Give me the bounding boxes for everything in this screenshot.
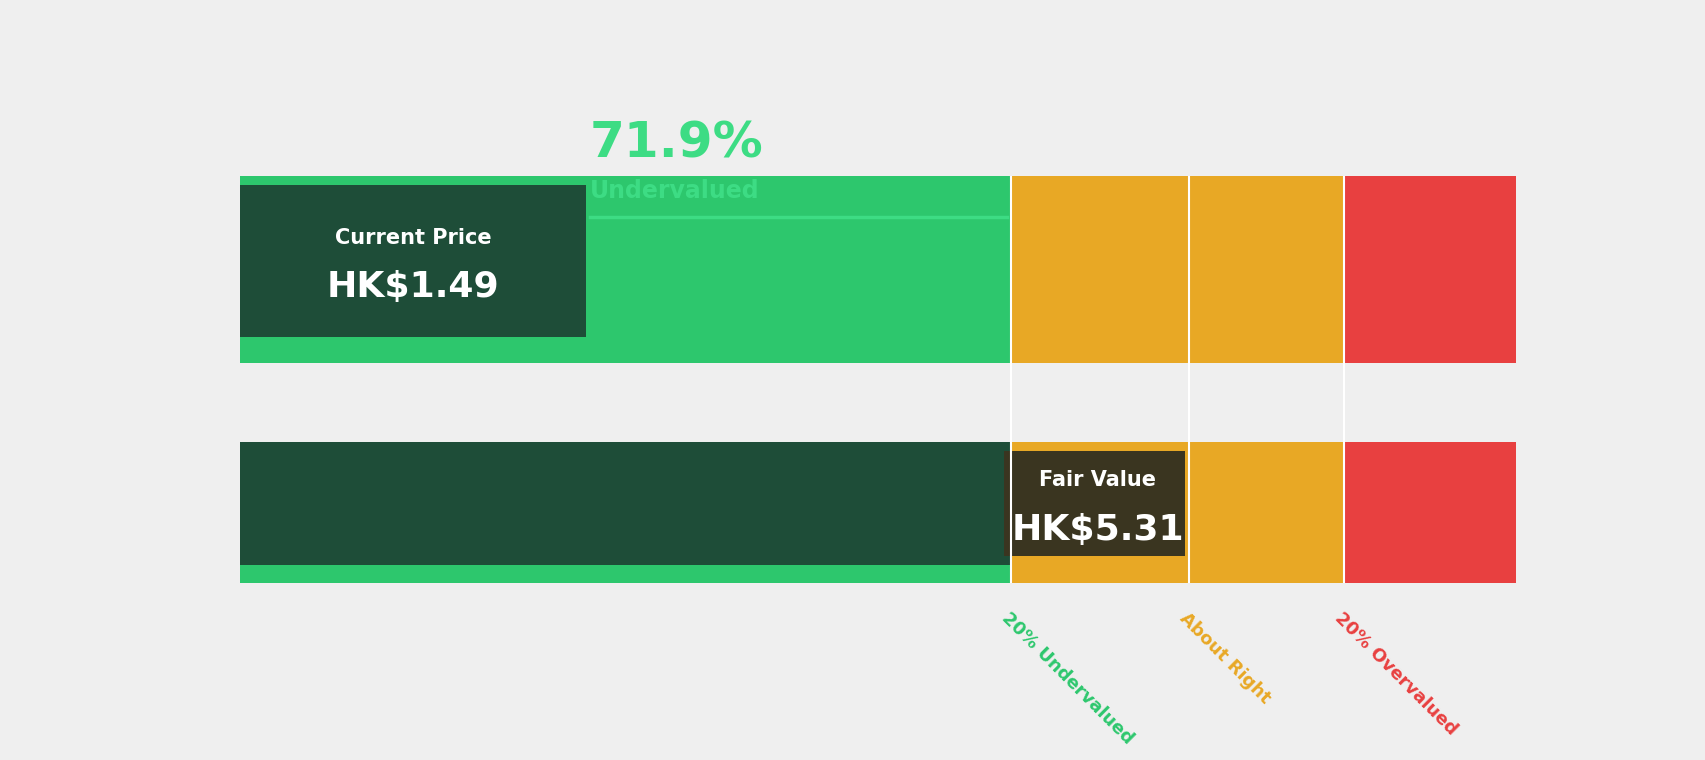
Bar [239,346,1009,363]
Bar [1009,346,1344,363]
Text: Fair Value: Fair Value [1038,470,1156,490]
Text: Undervalued: Undervalued [590,179,759,203]
Text: HK$5.31: HK$5.31 [1011,513,1183,547]
Bar [1344,176,1514,346]
Bar [239,176,1009,346]
Bar [1344,442,1514,565]
Bar [239,442,1009,565]
Text: 20% Undervalued: 20% Undervalued [997,609,1136,748]
Bar [239,565,1009,583]
Bar [1009,442,1344,565]
Text: HK$1.49: HK$1.49 [326,271,500,304]
Bar [239,442,1009,565]
Text: 20% Overvalued: 20% Overvalued [1330,609,1459,739]
Bar [1009,176,1344,346]
Bar [1003,451,1185,556]
Bar [239,185,587,337]
Bar [1009,565,1344,583]
Bar [1344,346,1514,363]
Text: 71.9%: 71.9% [590,120,764,168]
Text: Current Price: Current Price [334,227,491,248]
Text: About Right: About Right [1175,609,1274,707]
Bar [1344,565,1514,583]
